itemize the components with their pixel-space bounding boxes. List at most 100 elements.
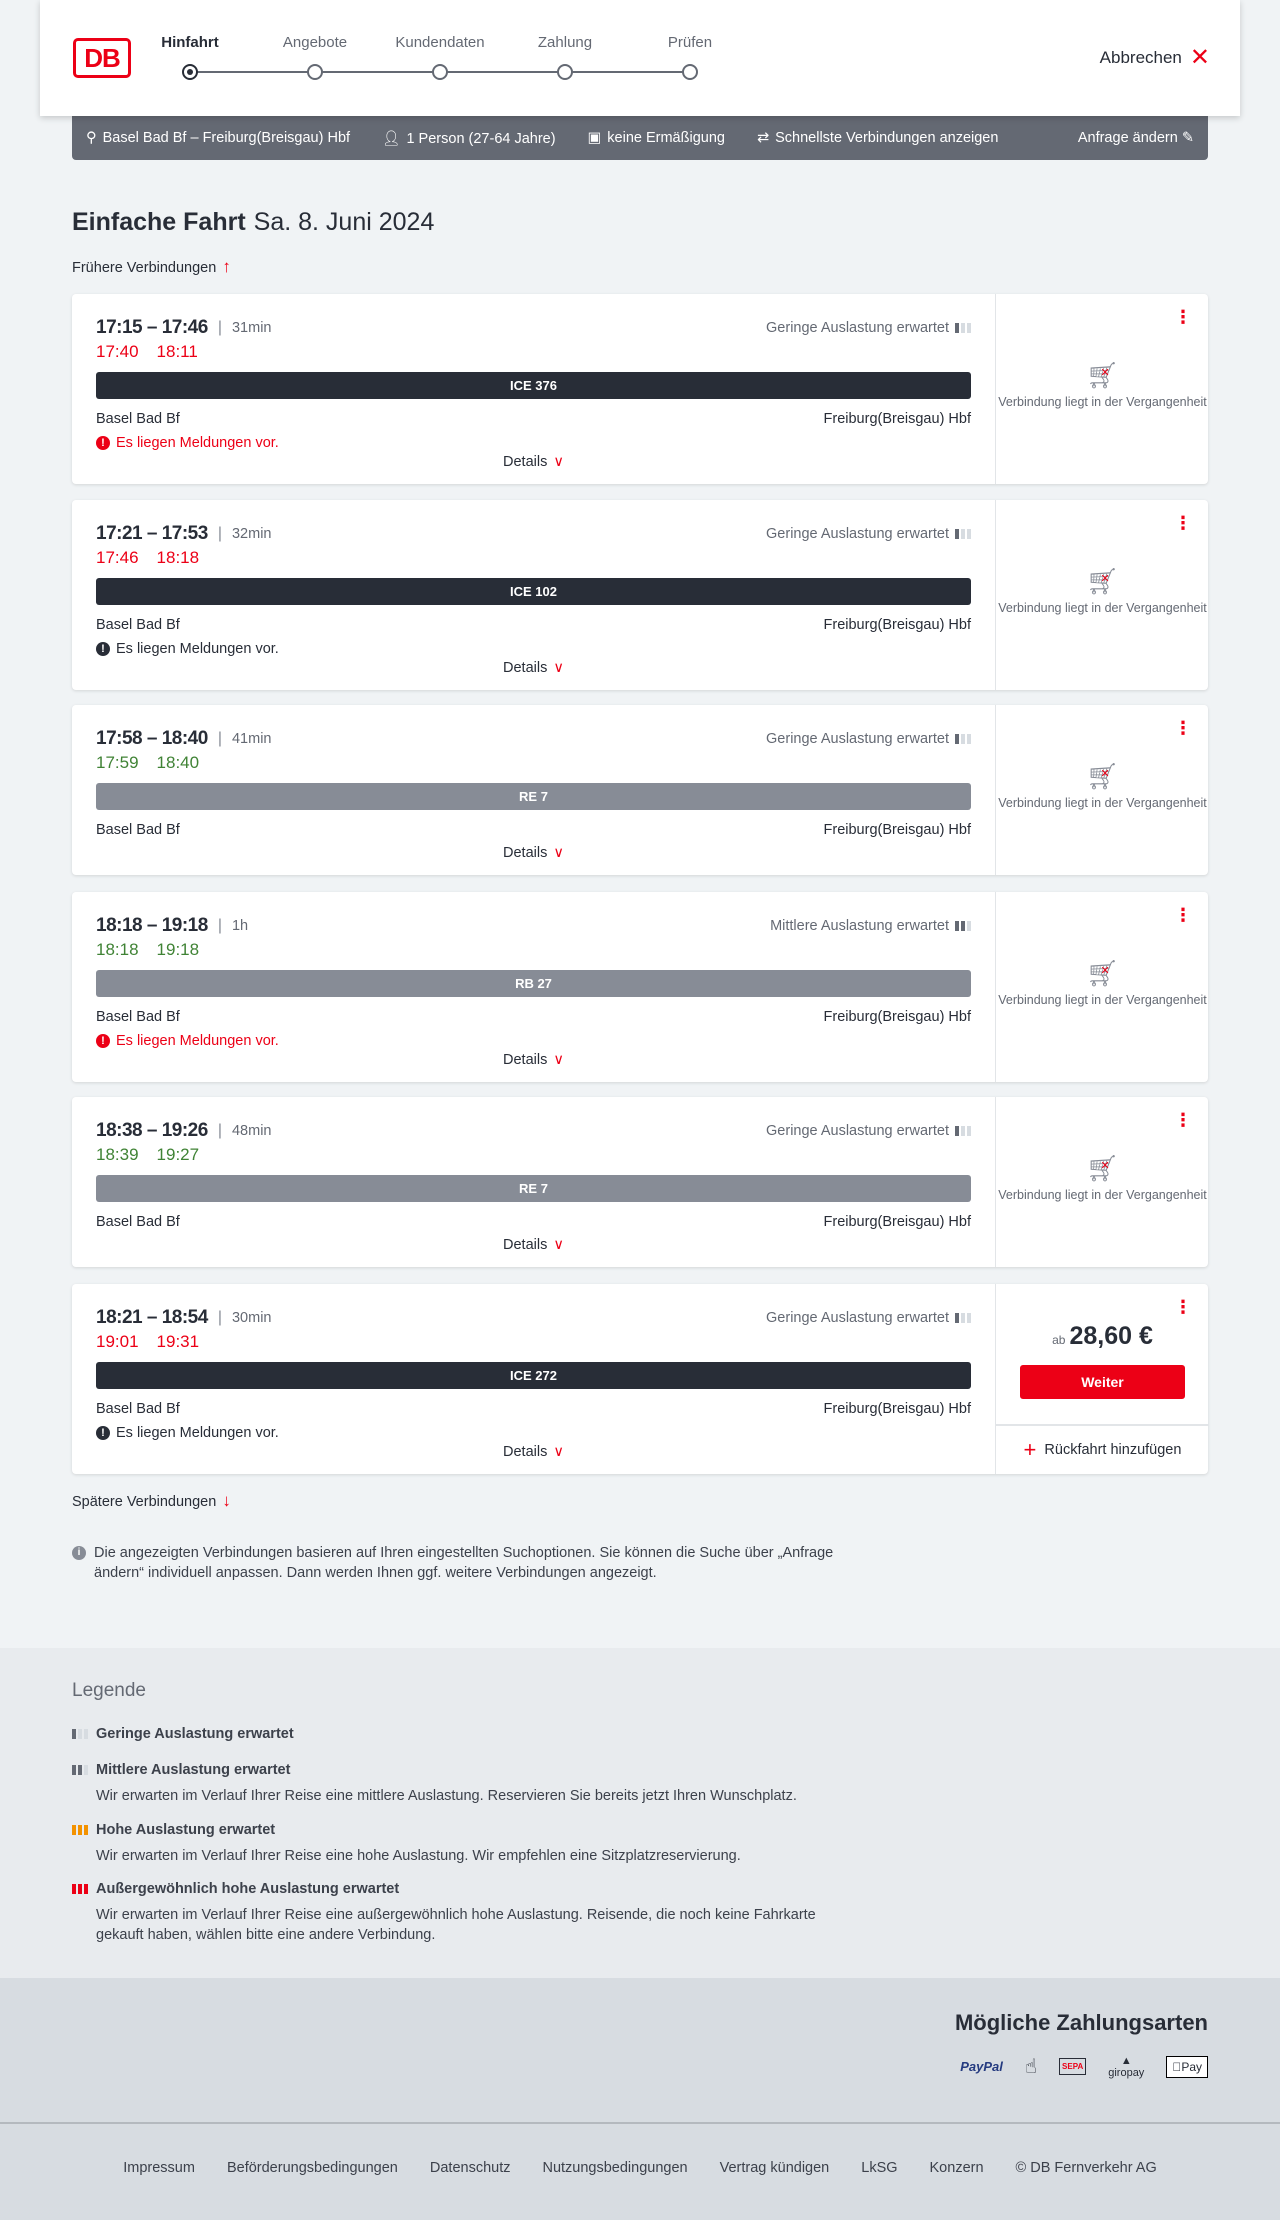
more-options-icon[interactable]: ⋮ bbox=[1174, 905, 1192, 925]
details-toggle[interactable]: Details ∨ bbox=[503, 454, 564, 470]
occupancy-icon bbox=[72, 1884, 88, 1894]
realtime-times: 18:18 19:18 bbox=[96, 940, 200, 959]
step-indicator bbox=[682, 64, 698, 80]
discount: ▣ keine Ermäßigung bbox=[587, 130, 725, 146]
info-note: i Die angezeigten Verbindungen basieren a… bbox=[72, 1543, 842, 1583]
message-notice[interactable]: ! Es liegen Meldungen vor. bbox=[96, 1033, 971, 1049]
connection-main: 18:18 – 19:18 | 1h Mittlere Auslastung erwa… bbox=[96, 915, 971, 1049]
arrow-up-icon: ↑ bbox=[222, 257, 231, 276]
later-connections-link[interactable]: Spätere Verbindungen ↓ bbox=[72, 1491, 231, 1510]
occupancy: Geringe Auslastung erwartet bbox=[766, 1123, 971, 1139]
step-zahlung: Zahlung bbox=[537, 34, 593, 51]
arrival-station: Freiburg(Breisgau) Hbf bbox=[823, 1401, 971, 1417]
connection-main: 17:21 – 17:53 | 32min Geringe Auslastung er… bbox=[96, 523, 971, 657]
departure-station: Basel Bad Bf bbox=[96, 617, 180, 633]
train-bar[interactable]: RB 27 bbox=[96, 970, 971, 997]
footer-links: Impressum Beförderungsbedingungen Datensch… bbox=[0, 2160, 1280, 2176]
edit-request-button[interactable]: Anfrage ändern ✎ bbox=[1077, 130, 1194, 146]
swap-icon: ⇄ bbox=[756, 130, 770, 146]
more-options-icon[interactable]: ⋮ bbox=[1174, 1297, 1192, 1317]
scheduled-times: 17:21 – 17:53 bbox=[96, 523, 208, 544]
add-return-button[interactable]: + Rückfahrt hinzufügen bbox=[996, 1424, 1209, 1474]
train-bar[interactable]: ICE 376 bbox=[96, 372, 971, 399]
duration: 41min bbox=[231, 731, 272, 747]
legend-section: Legende Geringe Auslastung erwartet Mittl… bbox=[0, 1648, 1280, 1978]
step-indicator bbox=[182, 64, 198, 80]
more-options-icon[interactable]: ⋮ bbox=[1174, 307, 1192, 327]
connection-card[interactable]: 18:18 – 19:18 | 1h Mittlere Auslastung erwa… bbox=[72, 892, 1208, 1082]
more-options-icon[interactable]: ⋮ bbox=[1174, 718, 1192, 738]
legend-item: Geringe Auslastung erwartet bbox=[72, 1726, 294, 1742]
departure-station: Basel Bad Bf bbox=[96, 411, 180, 427]
details-toggle[interactable]: Details ∨ bbox=[503, 660, 564, 676]
pencil-icon: ✎ bbox=[1181, 130, 1194, 146]
footer-link[interactable]: Datenschutz bbox=[429, 2160, 511, 2176]
scheduled-times: 17:15 – 17:46 bbox=[96, 317, 208, 338]
arrival-station: Freiburg(Breisgau) Hbf bbox=[823, 411, 971, 427]
info-icon: i bbox=[72, 1546, 86, 1560]
footer-link[interactable]: © DB Fernverkehr AG bbox=[1015, 2160, 1157, 2176]
train-bar[interactable]: ICE 102 bbox=[96, 578, 971, 605]
past-connection-notice: 🛒︎ ✕ Verbindung liegt in der Vergangenheit bbox=[996, 1155, 1209, 1204]
past-connection-notice: 🛒︎ ✕ Verbindung liegt in der Vergangenheit bbox=[996, 568, 1209, 617]
train-bar[interactable]: RE 7 bbox=[96, 1175, 971, 1202]
fastest-toggle[interactable]: ⇄ Schnellste Verbindungen anzeigen bbox=[756, 130, 999, 146]
legend-item: Außergewöhnlich hohe Auslastung erwartet… bbox=[72, 1881, 866, 1945]
apple-pay-icon: Pay bbox=[1166, 2055, 1208, 2078]
details-toggle[interactable]: Details ∨ bbox=[503, 1444, 564, 1460]
connection-card[interactable]: 18:38 – 19:26 | 48min Geringe Auslastung er… bbox=[72, 1097, 1208, 1267]
occupancy-icon bbox=[955, 323, 971, 333]
connection-card[interactable]: 18:21 – 18:54 | 30min Geringe Auslastung er… bbox=[72, 1284, 1209, 1474]
cancel-button[interactable]: Abbrechen ✕ bbox=[1100, 46, 1210, 70]
more-options-icon[interactable]: ⋮ bbox=[1174, 1110, 1192, 1130]
connection-card[interactable]: 17:15 – 17:46 | 31min Geringe Auslastung er… bbox=[72, 294, 1208, 484]
footer-link[interactable]: Vertrag kündigen bbox=[719, 2160, 830, 2176]
connection-main: 18:21 – 18:54 | 30min Geringe Auslastung er… bbox=[96, 1307, 971, 1441]
more-options-icon[interactable]: ⋮ bbox=[1174, 513, 1192, 533]
footer-link[interactable]: Beförderungsbedingungen bbox=[226, 2160, 398, 2176]
details-toggle[interactable]: Details ∨ bbox=[503, 1237, 564, 1253]
step-indicator bbox=[432, 64, 448, 80]
footer-link[interactable]: Impressum bbox=[123, 2160, 195, 2176]
bahncard-icon: ▣ bbox=[587, 130, 602, 146]
alert-icon: ! bbox=[96, 1426, 110, 1440]
legend-item: Hohe Auslastung erwartet Wir erwarten im … bbox=[72, 1822, 866, 1866]
connection-main: 18:38 – 19:26 | 48min Geringe Auslastung er… bbox=[96, 1120, 971, 1230]
occupancy: Mittlere Auslastung erwartet bbox=[770, 918, 971, 934]
step-hinfahrt: Hinfahrt bbox=[161, 34, 219, 51]
cancel-label: Abbrechen bbox=[1099, 48, 1182, 67]
paypal-icon: PayPal bbox=[960, 2059, 1003, 2074]
alert-icon: ! bbox=[96, 436, 110, 450]
chevron-down-icon: ∨ bbox=[553, 1444, 564, 1460]
continue-button[interactable]: Weiter bbox=[1020, 1365, 1185, 1399]
connection-card[interactable]: 17:21 – 17:53 | 32min Geringe Auslastung er… bbox=[72, 500, 1208, 690]
details-toggle[interactable]: Details ∨ bbox=[503, 845, 564, 861]
footer-link[interactable]: LkSG bbox=[861, 2160, 898, 2176]
realtime-times: 17:46 18:18 bbox=[96, 548, 200, 567]
footer: Mögliche Zahlungsarten PayPal ☝ SEPA ▲ gi… bbox=[0, 1978, 1280, 2220]
footer-link[interactable]: Nutzungsbedingungen bbox=[542, 2160, 688, 2176]
occupancy: Geringe Auslastung erwartet bbox=[766, 731, 971, 747]
footer-link[interactable]: Konzern bbox=[929, 2160, 984, 2176]
db-logo[interactable]: DB bbox=[73, 38, 131, 78]
train-bar[interactable]: ICE 272 bbox=[96, 1362, 971, 1389]
connection-card[interactable]: 17:58 – 18:40 | 41min Geringe Auslastung er… bbox=[72, 705, 1208, 875]
scheduled-times: 17:58 – 18:40 bbox=[96, 728, 208, 749]
duration: 32min bbox=[231, 526, 272, 542]
past-connection-notice: 🛒︎ ✕ Verbindung liegt in der Vergangenheit bbox=[996, 763, 1209, 812]
realtime-times: 17:40 18:11 bbox=[96, 342, 198, 361]
departure-station: Basel Bad Bf bbox=[96, 1009, 180, 1025]
earlier-connections-link[interactable]: Frühere Verbindungen ↑ bbox=[72, 257, 231, 276]
message-notice[interactable]: ! Es liegen Meldungen vor. bbox=[96, 435, 971, 451]
chevron-down-icon: ∨ bbox=[553, 454, 564, 470]
message-notice[interactable]: ! Es liegen Meldungen vor. bbox=[96, 1425, 971, 1441]
occupancy: Geringe Auslastung erwartet bbox=[766, 320, 971, 336]
departure-station: Basel Bad Bf bbox=[96, 1401, 180, 1417]
message-notice[interactable]: ! Es liegen Meldungen vor. bbox=[96, 641, 971, 657]
details-toggle[interactable]: Details ∨ bbox=[503, 1052, 564, 1068]
duration: 1h bbox=[231, 918, 249, 934]
offer-panel: 🛒︎ ✕ Verbindung liegt in der Vergangenheit… bbox=[995, 294, 1208, 484]
arrival-station: Freiburg(Breisgau) Hbf bbox=[823, 1009, 971, 1025]
occupancy: Geringe Auslastung erwartet bbox=[766, 1310, 971, 1326]
train-bar[interactable]: RE 7 bbox=[96, 783, 971, 810]
